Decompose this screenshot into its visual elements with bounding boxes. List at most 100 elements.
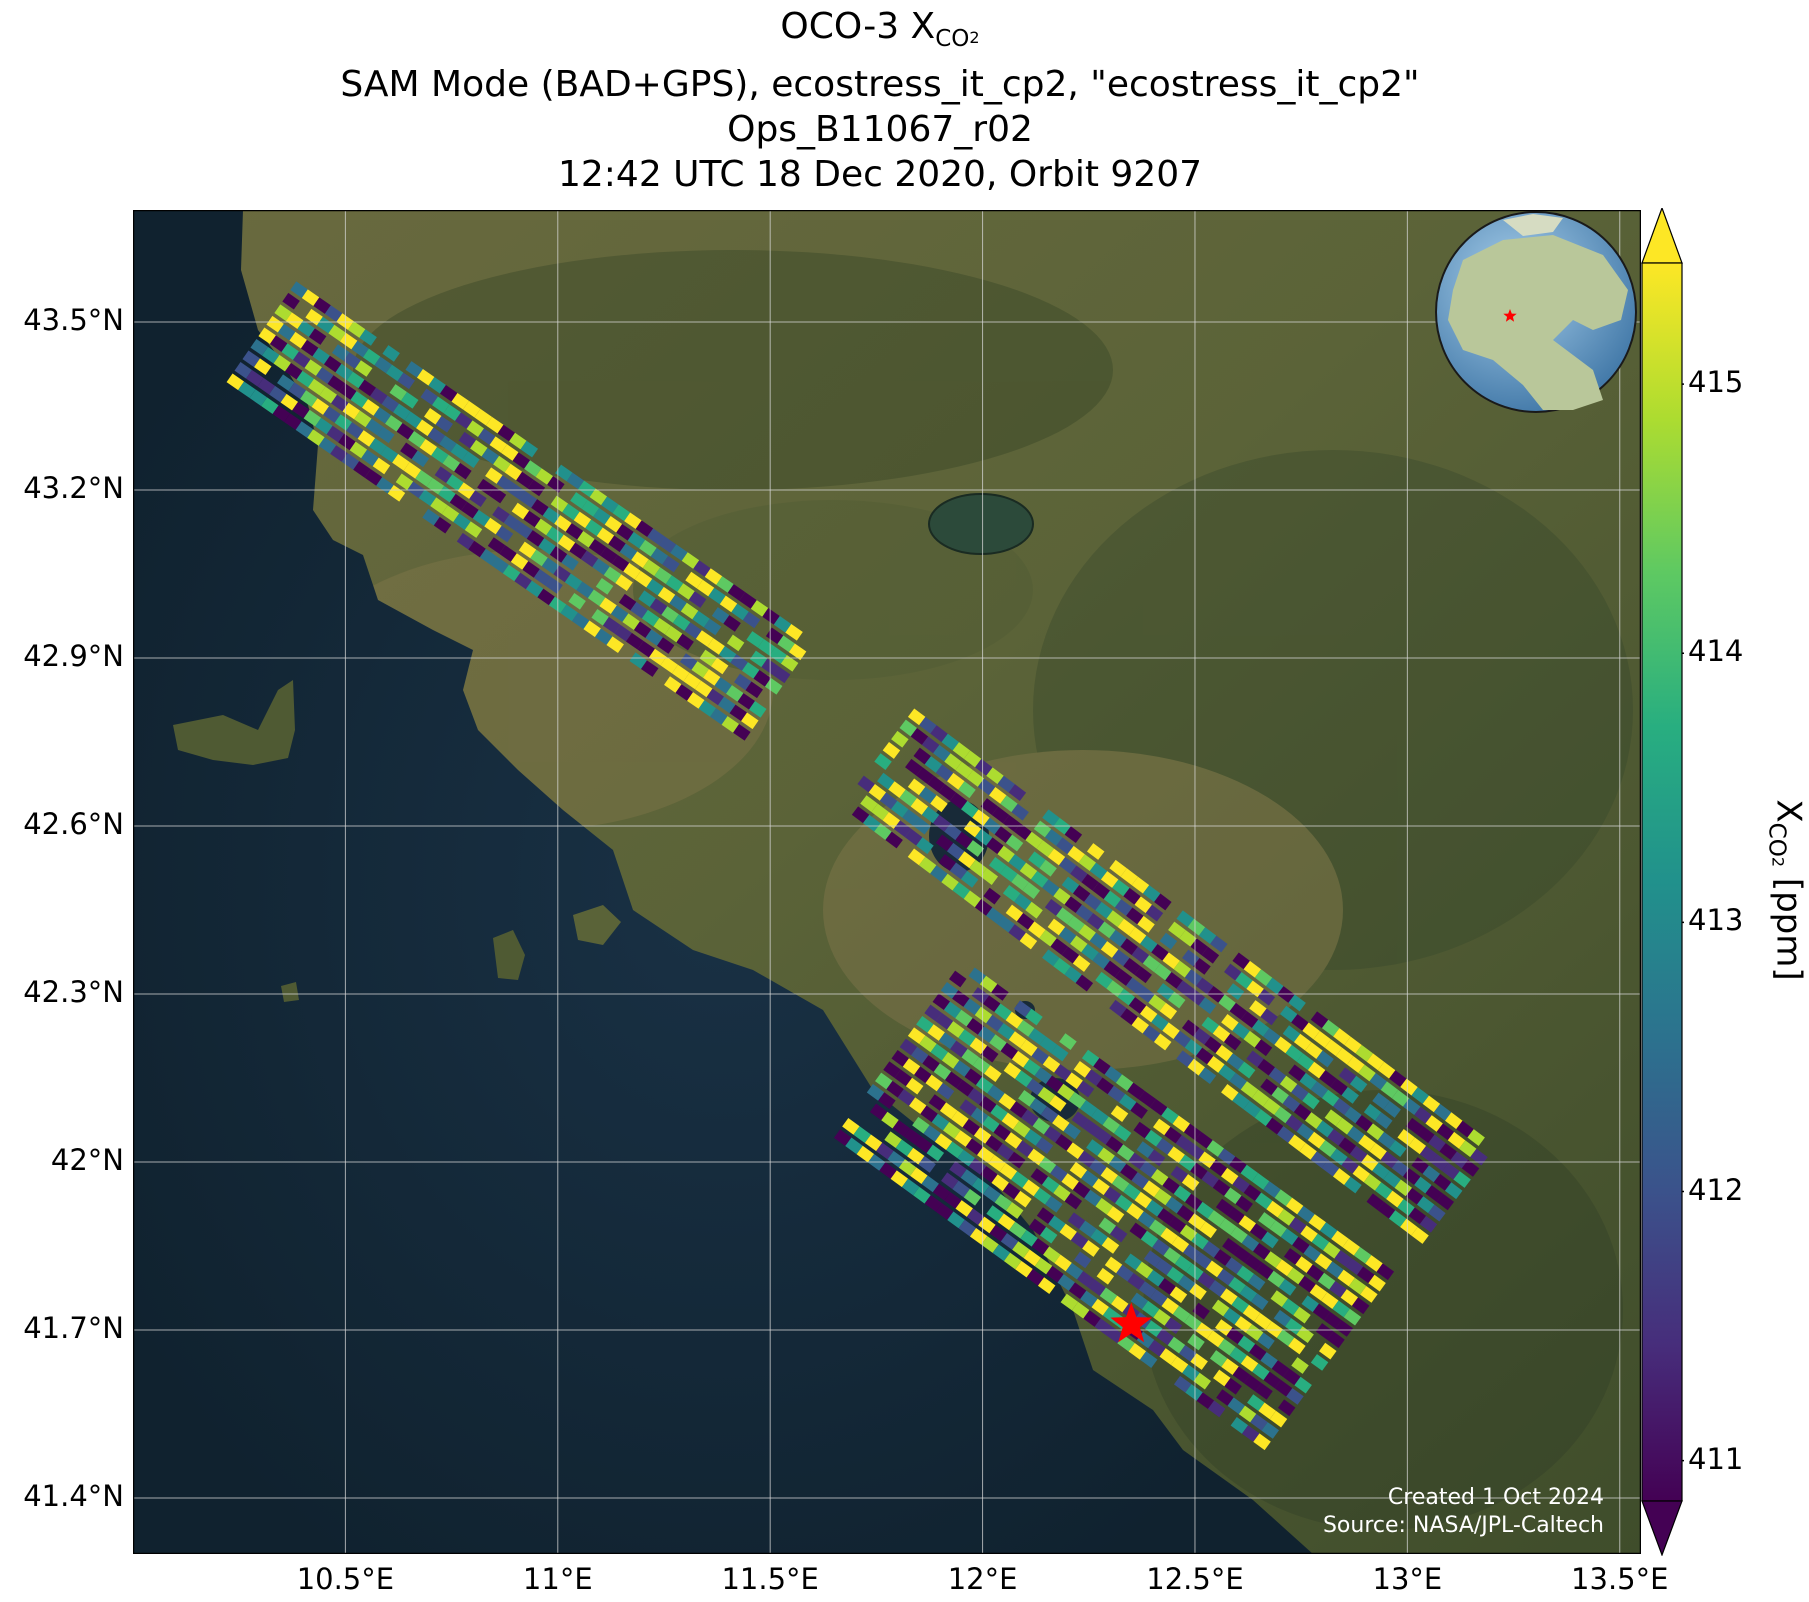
credits: Created 1 Oct 2024 Source: NASA/JPL-Calt… [1323, 1484, 1604, 1540]
sounding-cell [284, 413, 302, 430]
sounding-cell [958, 781, 976, 799]
sounding-cell [1114, 969, 1133, 986]
sounding-cell [1025, 901, 1043, 919]
sounding-cell [1059, 1033, 1077, 1051]
sounding-cell [950, 1040, 968, 1058]
sounding-cell [1174, 1255, 1193, 1273]
sounding-cell [1128, 1343, 1147, 1360]
sounding-cell [1095, 901, 1113, 919]
sounding-cell [1000, 1042, 1019, 1060]
sounding-cell [741, 712, 759, 730]
sounding-cell [683, 672, 701, 690]
sounding-cell [1254, 1109, 1273, 1127]
sounding-cell [1046, 1265, 1064, 1283]
sounding-cell [273, 354, 291, 372]
globe-land-north [1503, 214, 1563, 236]
sounding-cell [1436, 1123, 1455, 1141]
sounding-cell [1072, 1181, 1091, 1199]
sounding-cell [1459, 1140, 1477, 1158]
sounding-cell [980, 1045, 999, 1063]
sounding-cell [762, 608, 780, 625]
sounding-cell [343, 352, 361, 369]
sounding-cell [1225, 1257, 1243, 1275]
sounding-cell [1167, 1146, 1185, 1164]
sounding-cell [1052, 1114, 1070, 1132]
sounding-cell [1312, 1303, 1331, 1321]
sounding-cell [1042, 809, 1060, 827]
sounding-cell [308, 378, 326, 396]
sounding-cell [1139, 1351, 1158, 1368]
sounding-cell [1176, 1205, 1195, 1222]
sounding-cell [958, 1219, 977, 1237]
sounding-cell [1314, 1253, 1333, 1270]
sounding-cell [983, 1185, 1001, 1203]
sounding-cell [1106, 910, 1124, 928]
sounding-cell [385, 415, 403, 432]
sounding-cell [1240, 1011, 1259, 1029]
sounding-cell [1330, 1078, 1348, 1096]
sounding-cell [474, 408, 492, 426]
sounding-cell [1335, 1047, 1354, 1065]
sounding-cell [1077, 1150, 1096, 1168]
sounding-cell [594, 628, 613, 646]
sounding-cell [1377, 1201, 1396, 1219]
swath-2 [851, 708, 1488, 1244]
lon-tick-label: 12.5°E [1146, 1562, 1244, 1596]
sounding-cell [999, 1163, 1018, 1180]
map-canvas[interactable] [133, 210, 1641, 1554]
sounding-cell [1274, 1106, 1292, 1124]
sounding-cell [1221, 1358, 1239, 1376]
sounding-cell [1307, 1061, 1326, 1079]
sounding-cell [1163, 1247, 1181, 1264]
sounding-cell [455, 412, 473, 430]
sounding-cell [301, 289, 320, 306]
sounding-cell [1389, 1140, 1407, 1158]
sounding-cell [1316, 1120, 1334, 1138]
sounding-cell [1039, 859, 1057, 877]
sounding-cell [1064, 1192, 1083, 1210]
sounding-cell [1111, 1295, 1129, 1313]
sounding-cell [974, 828, 993, 846]
sounding-cell [931, 1113, 950, 1131]
sounding-cell [1316, 1050, 1334, 1068]
sounding-cell [1043, 1125, 1062, 1143]
sounding-cell [1067, 845, 1085, 863]
sounding-cell [718, 696, 736, 714]
sounding-cell [860, 795, 878, 812]
sounding-cell [1333, 1098, 1351, 1115]
sounding-cell [1247, 1273, 1266, 1291]
sounding-cell [1100, 941, 1119, 958]
sounding-cell [1092, 882, 1111, 900]
swath-3 [833, 967, 1395, 1451]
sounding-cell [324, 305, 343, 322]
sounding-cell [1021, 1109, 1039, 1127]
sounding-cell [989, 786, 1007, 804]
lon-tick-label: 13.5°E [1571, 1562, 1669, 1596]
sounding-cell [312, 347, 330, 365]
sounding-cell [658, 536, 677, 553]
sounding-cell [1142, 955, 1161, 972]
sounding-cell [941, 1172, 959, 1190]
sounding-cell [1243, 1374, 1262, 1392]
sounding-cell [1007, 1151, 1026, 1169]
sounding-cell [1324, 1109, 1343, 1127]
sounding-cell [1221, 1084, 1239, 1101]
sounding-cell [741, 662, 760, 679]
sounding-cell [1305, 1112, 1323, 1129]
sounding-cell [604, 515, 623, 533]
sounding-cell [1057, 1083, 1075, 1101]
sounding-cell [374, 356, 392, 374]
sounding-cell [842, 1118, 860, 1135]
sounding-cell [921, 1175, 939, 1193]
sounding-cell [385, 364, 404, 382]
sounding-cell [1005, 834, 1024, 852]
sounding-cell [881, 1111, 899, 1129]
sounding-cell [1138, 1090, 1157, 1108]
sounding-cell [522, 561, 540, 578]
sounding-cell [1037, 1086, 1056, 1104]
sounding-cell [1151, 1169, 1169, 1186]
sounding-cell [1020, 1229, 1038, 1247]
sounding-cell [493, 455, 511, 473]
sounding-cell [864, 1134, 883, 1152]
sounding-cell [1117, 918, 1136, 936]
